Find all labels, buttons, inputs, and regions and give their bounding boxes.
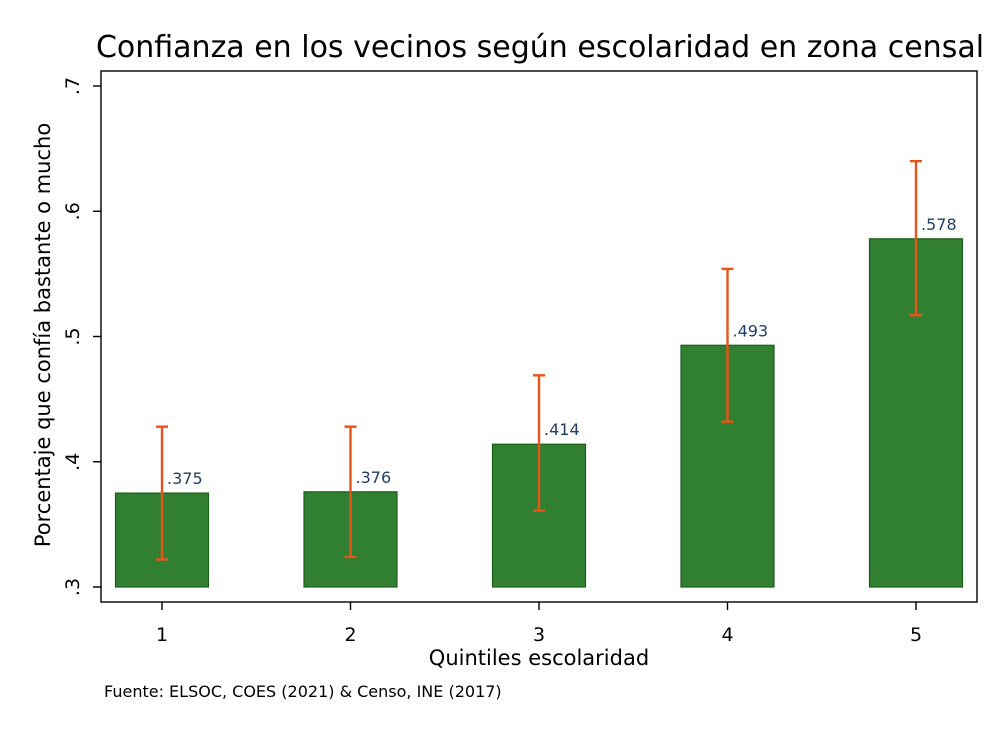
error-bar (156, 425, 168, 561)
source-note: Fuente: ELSOC, COES (2021) & Censo, INE … (104, 682, 502, 701)
y-axis-title: Porcentaje que confía bastante o mucho (31, 123, 55, 547)
value-label: .376 (356, 468, 392, 487)
error-bar (533, 374, 545, 512)
y-axis: .3 .4 .5 .6 .7 (62, 77, 101, 596)
y-tick-label: .3 (62, 578, 84, 596)
x-tick-label: 1 (156, 624, 168, 646)
x-axis-title: Quintiles escolaridad (429, 646, 649, 670)
chart-title: Confianza en los vecinos según escolarid… (96, 30, 984, 65)
y-tick-label: .7 (62, 77, 84, 95)
x-axis: 1 2 3 4 5 (156, 602, 922, 646)
x-tick-label: 2 (344, 624, 356, 646)
error-bar (721, 267, 734, 423)
error-bar (344, 425, 357, 559)
value-labels-group: .375 .376 .414 .493 .578 (167, 215, 957, 488)
x-tick-label: 3 (533, 624, 545, 646)
value-label: .493 (733, 321, 769, 340)
error-bars-group (156, 159, 922, 561)
value-label: .578 (921, 215, 957, 234)
value-label: .375 (167, 469, 203, 488)
x-tick-label: 4 (721, 624, 733, 646)
error-bar (910, 159, 922, 317)
y-tick-label: .4 (62, 453, 84, 471)
x-tick-label: 5 (910, 624, 922, 646)
y-tick-label: .5 (62, 327, 84, 345)
value-label: .414 (544, 420, 580, 439)
y-tick-label: .6 (62, 202, 84, 220)
